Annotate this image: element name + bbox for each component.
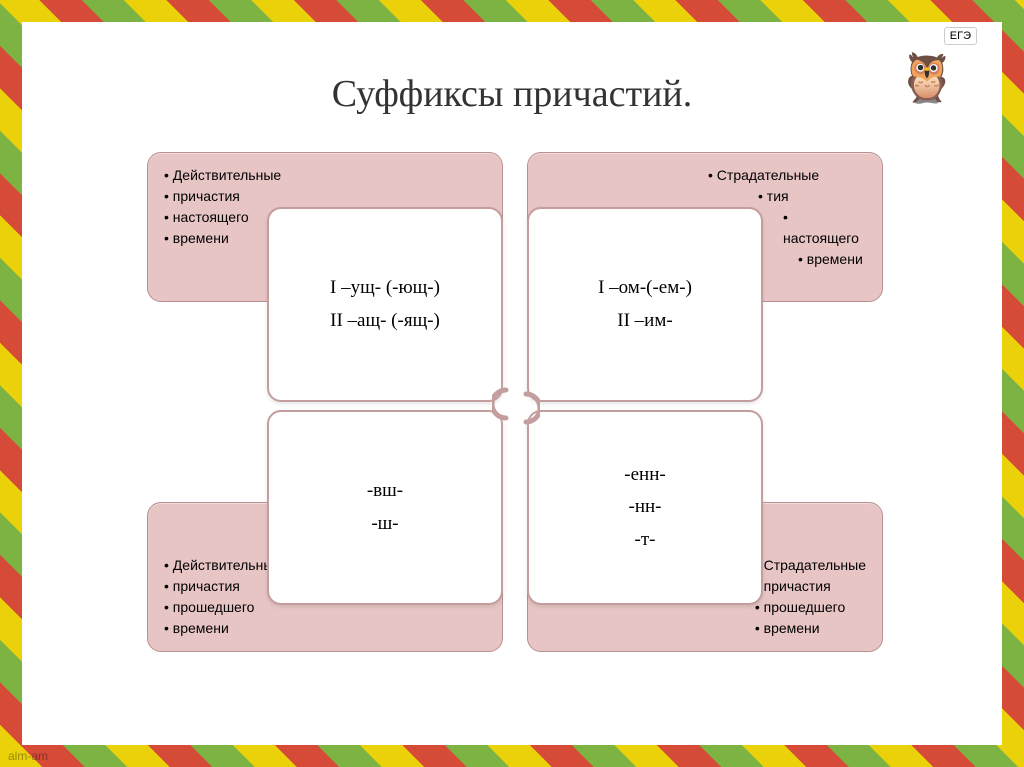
watermark: alm-am [8,749,48,763]
slide-content: 🦉 ЕГЭ Суффиксы причастий. Действительные… [22,22,1002,745]
label: Страдательные [598,165,866,186]
suffix-line: -т- [635,524,656,556]
label: времени [164,618,281,639]
suffix-line: -ш- [371,508,398,540]
label: времени [605,618,866,639]
suffix-line: I –ом-(-ем-) [598,272,692,304]
suffix-passive-past: -енн- -нн- -т- [527,410,763,605]
suffix-line: I –ущ- (-ющ-) [330,272,440,304]
suffix-line: II –им- [617,305,672,337]
label: тия [598,186,866,207]
label: причастия [164,576,281,597]
suffix-line: -вш- [367,475,403,507]
label: Действительные [164,165,486,186]
owl-icon: 🦉 [897,49,957,106]
suffix-diagram: Действительные причастия настоящего врем… [82,152,942,715]
suffix-active-past: -вш- -ш- [267,410,503,605]
suffix-line: II –ащ- (-ящ-) [330,305,440,337]
slide-title: Суффиксы причастий. [22,72,1002,116]
label: прошедшего [164,597,281,618]
suffix-active-present: I –ущ- (-ющ-) II –ащ- (-ящ-) [267,207,503,402]
suffix-line: -нн- [629,491,662,523]
label: Действительные [164,555,281,576]
label: причастия [164,186,486,207]
ege-badge: ЕГЭ [944,27,977,45]
mascot-owl: 🦉 ЕГЭ [882,32,972,122]
suffix-passive-present: I –ом-(-ем-) II –им- [527,207,763,402]
suffix-line: -енн- [624,459,665,491]
